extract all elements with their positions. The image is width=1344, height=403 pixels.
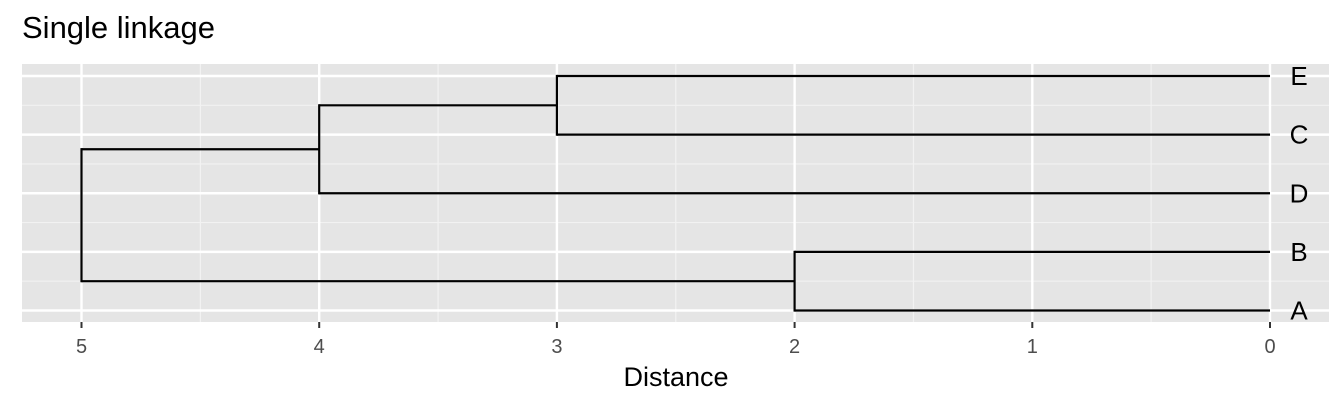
x-tick-label: 4 [314, 336, 325, 358]
x-axis-title: Distance [623, 362, 729, 392]
x-tick-label: 3 [551, 336, 562, 358]
chart-title: Single linkage [22, 10, 216, 45]
x-tick-label: 0 [1264, 336, 1275, 358]
leaf-label: A [1290, 296, 1308, 326]
x-axis: 5 4 3 2 1 0 [76, 322, 1276, 358]
dendrogram-branches [80, 74, 1270, 312]
leaf-label: D [1290, 178, 1309, 208]
x-tick-label: 2 [789, 336, 800, 358]
x-tick-label: 1 [1027, 336, 1038, 358]
x-tick-label: 5 [76, 336, 87, 358]
leaf-label: C [1290, 120, 1309, 150]
leaf-label: E [1290, 61, 1307, 91]
leaf-label: B [1290, 237, 1307, 267]
